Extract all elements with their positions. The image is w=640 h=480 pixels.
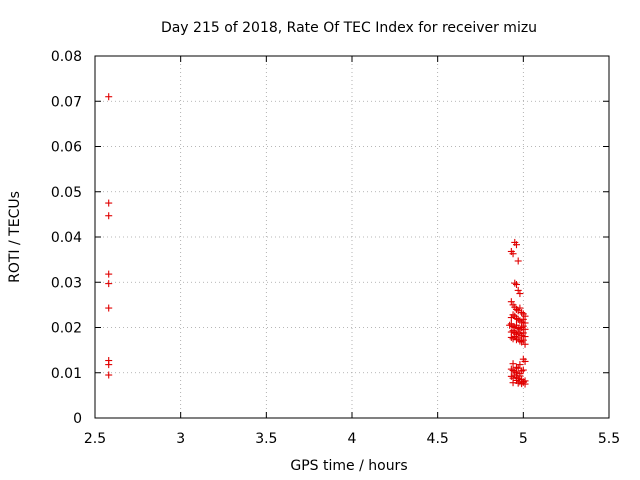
- data-point: [511, 333, 519, 341]
- tick-layer: 2.5 3 3.5 4 4.5 5 5.5 0 0.01 0.02 0.03 0.04 0.05 0.06…: [51, 49, 620, 447]
- data-point: [518, 367, 526, 375]
- data-point: [105, 270, 113, 278]
- data-point: [105, 361, 113, 369]
- x-tick-label: 4: [348, 431, 357, 447]
- data-point: [105, 199, 113, 207]
- data-point: [512, 305, 520, 313]
- data-point: [509, 311, 517, 319]
- x-axis-title: GPS time / hours: [290, 458, 407, 474]
- y-tick-label: 0.01: [51, 366, 82, 382]
- data-point: [507, 298, 515, 306]
- data-point: [521, 380, 529, 388]
- data-point: [519, 329, 527, 337]
- data-point: [506, 321, 514, 329]
- data-point: [105, 280, 113, 288]
- y-tick-label: 0.05: [51, 185, 82, 201]
- data-point: [507, 372, 515, 380]
- x-tick-label: 2.5: [84, 431, 106, 447]
- data-point: [514, 286, 522, 294]
- data-point: [512, 321, 520, 329]
- data-point: [509, 360, 517, 368]
- data-point: [514, 334, 522, 342]
- y-tick-label: 0.03: [51, 275, 82, 291]
- data-point: [519, 336, 527, 344]
- data-point: [521, 340, 529, 348]
- data-point: [521, 319, 529, 327]
- data-point: [507, 333, 515, 341]
- y-tick-label: 0.07: [51, 94, 82, 110]
- data-point: [105, 304, 113, 312]
- data-point: [518, 309, 526, 317]
- data-point: [514, 257, 522, 265]
- data-point: [516, 337, 524, 345]
- data-point: [511, 279, 519, 287]
- y-tick-label: 0.08: [51, 49, 82, 65]
- y-tick-label: 0.06: [51, 140, 82, 156]
- data-point: [105, 212, 113, 220]
- data-point: [521, 357, 529, 365]
- data-point: [516, 304, 524, 312]
- data-point: [516, 317, 524, 325]
- data-point: [521, 325, 529, 333]
- data-point: [105, 93, 113, 101]
- data-point: [519, 366, 527, 374]
- y-tick-label: 0.02: [51, 321, 82, 337]
- data-point: [521, 333, 529, 341]
- y-axis-title: ROTI / TECUs: [7, 191, 23, 283]
- data-point: [516, 372, 524, 380]
- x-tick-label: 4.5: [427, 431, 449, 447]
- data-point: [516, 361, 524, 369]
- data-point: [512, 281, 520, 289]
- chart-title: Day 215 of 2018, Rate Of TEC Index for r…: [161, 20, 537, 36]
- data-point: [509, 250, 517, 258]
- data-point: [516, 290, 524, 298]
- x-tick-label: 3: [176, 431, 185, 447]
- data-point: [519, 322, 527, 330]
- data-point: [519, 315, 527, 323]
- y-tick-label: 0: [73, 411, 82, 427]
- data-point: [105, 371, 113, 379]
- data-point: [511, 238, 519, 246]
- data-points: [105, 93, 529, 388]
- plot-frame: [94, 55, 610, 419]
- x-tick-label: 5: [519, 431, 528, 447]
- data-point: [521, 312, 529, 320]
- grid-layer: [95, 56, 609, 418]
- y-tick-label: 0.04: [51, 230, 82, 246]
- x-tick-label: 3.5: [255, 431, 277, 447]
- x-tick-label: 5.5: [598, 431, 620, 447]
